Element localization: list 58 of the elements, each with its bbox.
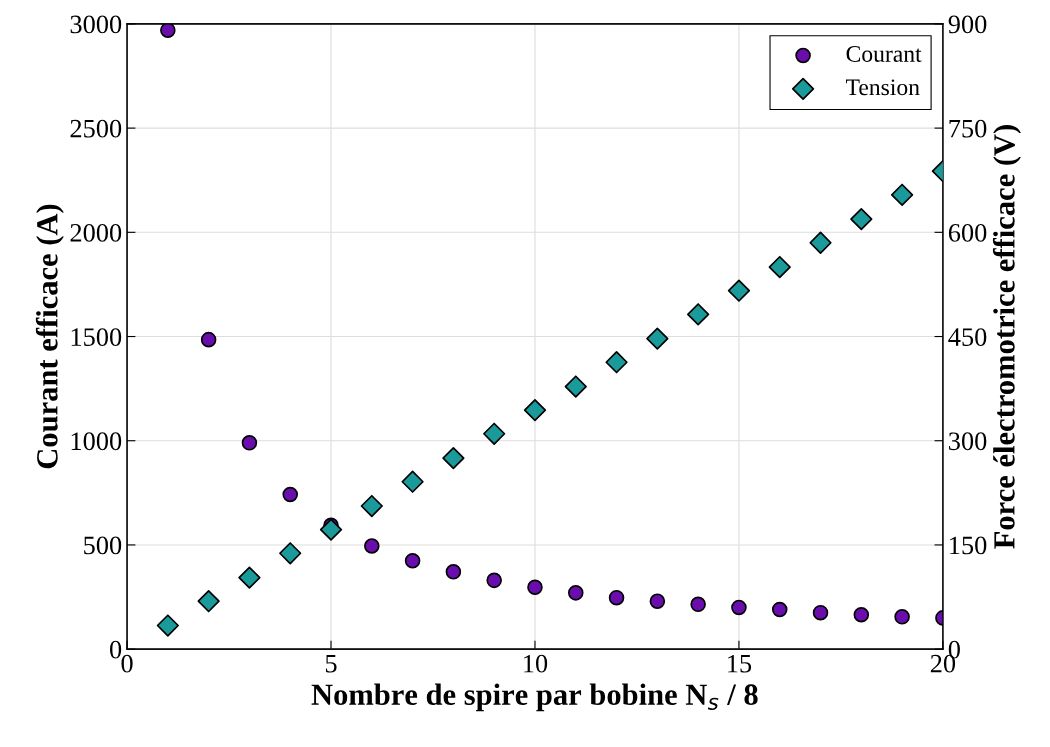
point (690, 596, 706, 613)
point (282, 486, 298, 503)
point (727, 279, 751, 302)
point (197, 590, 220, 613)
y2-tick-label: 450 (948, 328, 987, 346)
y-tick-label: 3000 (70, 15, 122, 34)
x-tick-label: 5 (325, 655, 337, 673)
point (567, 585, 584, 601)
y-tick-label: 500 (84, 536, 122, 555)
point (238, 566, 261, 589)
point (731, 599, 747, 616)
y2-tick-label: 750 (949, 119, 987, 138)
point (200, 331, 217, 348)
x-tick-label: 15 (728, 654, 752, 673)
point (768, 255, 791, 279)
y2-tick-label: 150 (950, 536, 987, 555)
point (483, 422, 506, 445)
point (486, 572, 502, 589)
point (404, 552, 421, 569)
y2-tick-label: 300 (949, 432, 987, 451)
point (523, 399, 547, 422)
point (360, 494, 383, 518)
point (319, 518, 343, 541)
point (771, 601, 788, 618)
point (527, 579, 543, 596)
y-axis-title: Courant efficace (A) (35, 204, 64, 469)
point (649, 593, 666, 609)
point (156, 614, 179, 637)
point (442, 446, 465, 470)
point (445, 564, 462, 580)
point (894, 609, 910, 625)
y-tick-label: 1500 (71, 328, 122, 346)
point (850, 207, 873, 231)
point (646, 327, 669, 350)
point (608, 589, 625, 606)
point (564, 375, 587, 398)
y2-axis-title: Force électromotrice efficace (V) (992, 125, 1021, 549)
y2-tick-label: 900 (948, 15, 987, 34)
point (687, 303, 710, 326)
point (890, 183, 914, 206)
y-tick-label: 1000 (71, 432, 122, 451)
legend-label: Tension (846, 79, 920, 96)
y2-tick-label: 600 (948, 223, 987, 242)
point (279, 542, 302, 565)
y-tick-label: 2000 (70, 223, 122, 242)
y-tick-label: 0 (110, 640, 122, 659)
point (241, 435, 258, 451)
x-axis-title: Nombre de spire par bobine N$_{s}$ / 8 (311, 683, 758, 712)
point (605, 351, 628, 374)
point (364, 538, 380, 554)
point (401, 470, 424, 493)
point (160, 23, 176, 38)
x-tick-label: 10 (524, 654, 548, 673)
point (809, 231, 832, 254)
y-tick-label: 2500 (70, 119, 122, 138)
point (853, 606, 870, 623)
point (812, 604, 829, 621)
legend-label: Courant (846, 46, 922, 62)
